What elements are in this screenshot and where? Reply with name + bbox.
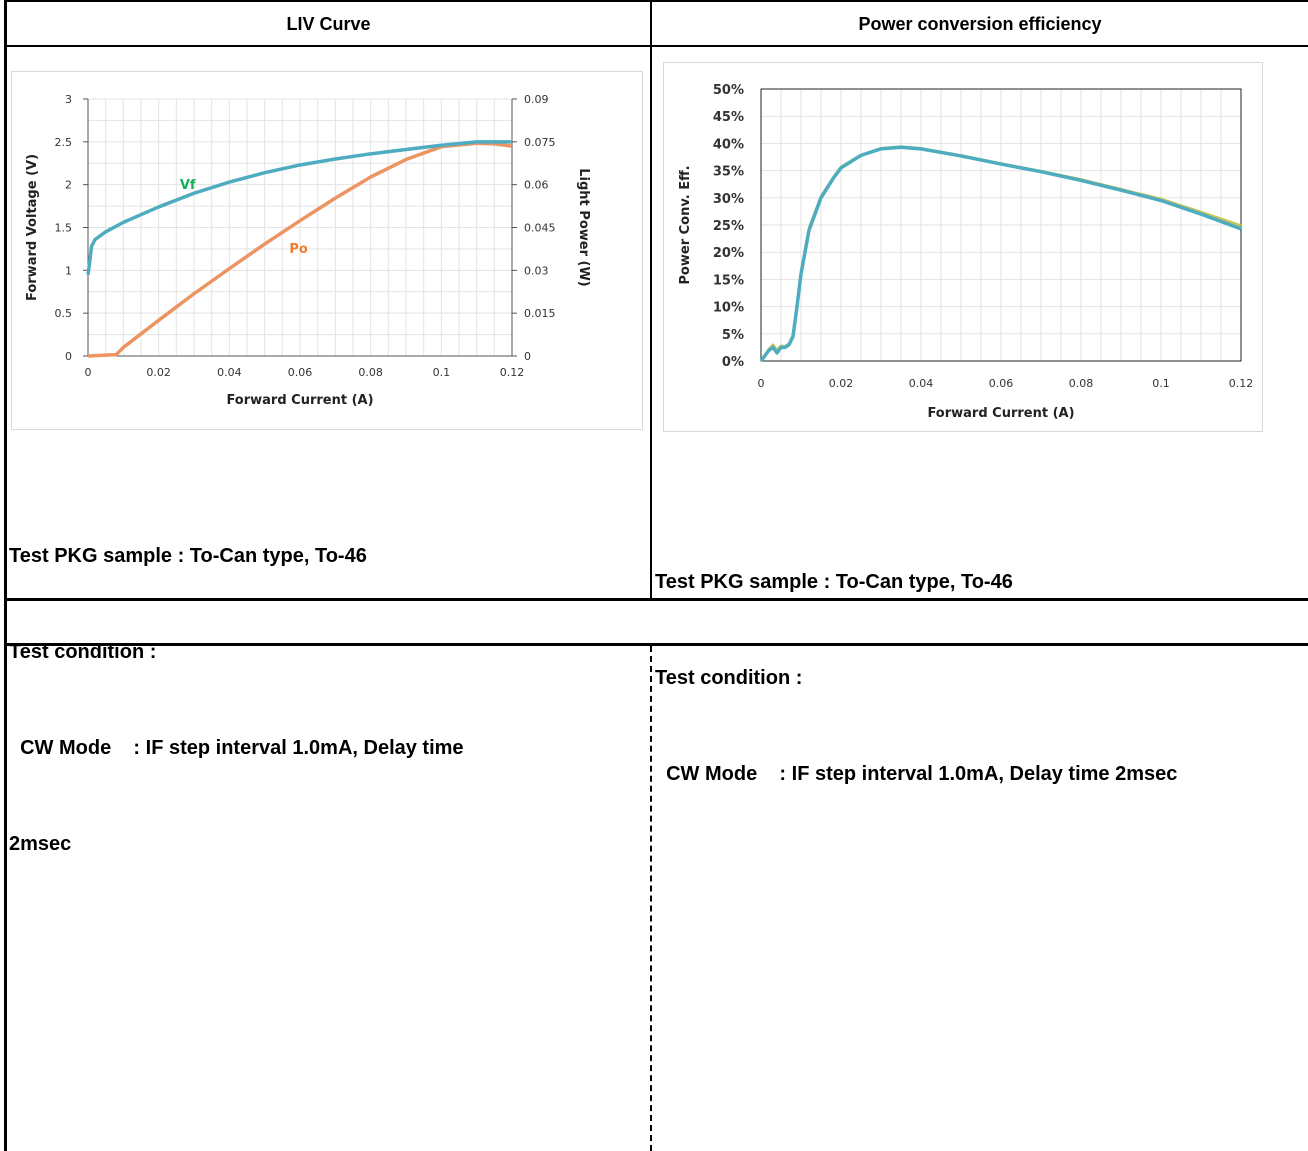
pce-x-tick-label: 0.02 xyxy=(829,377,854,390)
notes-left-line-3: CW Mode : IF step interval 1.0mA, Delay … xyxy=(9,737,464,759)
dashed-divider xyxy=(650,646,652,1151)
pce-y-tick-label: 15% xyxy=(713,273,744,288)
liv-y2-tick-label: 0.075 xyxy=(524,136,556,149)
pce-y-tick-label: 0% xyxy=(722,355,744,370)
liv-x-tick-label: 0.04 xyxy=(217,366,242,379)
pce-y-tick-label: 45% xyxy=(713,110,744,125)
notes-right-line-2: Test condition : xyxy=(655,667,803,689)
liv-y2-tick-label: 0.06 xyxy=(524,179,549,192)
liv-y-tick-label: 3 xyxy=(65,93,72,106)
liv-y-tick-label: 2.5 xyxy=(55,136,73,149)
liv-x-tick-label: 0.06 xyxy=(288,366,313,379)
notes-right-line-3: CW Mode : IF step interval 1.0mA, Delay … xyxy=(655,763,1178,785)
pce-y-tick-label: 35% xyxy=(713,165,744,180)
notes-left-line-1: Test PKG sample : To-Can type, To-46 xyxy=(9,545,367,567)
liv-y2-tick-label: 0 xyxy=(524,350,531,363)
pce-x-tick-label: 0 xyxy=(758,377,765,390)
liv-y-tick-label: 0 xyxy=(65,350,72,363)
notes-left: Test PKG sample : To-Can type, To-46 Tes… xyxy=(9,476,464,892)
liv-x-tick-label: 0.08 xyxy=(358,366,383,379)
pce-x-tick-label: 0.04 xyxy=(909,377,934,390)
pce-y-tick-label: 10% xyxy=(713,301,744,316)
liv-y2-tick-label: 0.015 xyxy=(524,307,556,320)
liv-y2-tick-label: 0.09 xyxy=(524,93,549,106)
pce-y-tick-label: 5% xyxy=(722,328,744,343)
table-left-border xyxy=(4,0,7,1151)
liv-y2-tick-label: 0.03 xyxy=(524,264,549,277)
liv-y-tick-label: 1.5 xyxy=(55,222,73,235)
liv-y-axis-title: Forward Voltage (V) xyxy=(25,154,40,301)
pce-y-axis-title: Power Conv. Eff. xyxy=(678,165,693,284)
pce-x-tick-label: 0.08 xyxy=(1069,377,1094,390)
pce-y-tick-label: 40% xyxy=(713,137,744,152)
pce-series-line xyxy=(759,145,1242,363)
pce-y-tick-label: 20% xyxy=(713,246,744,261)
liv-x-tick-label: 0 xyxy=(85,366,92,379)
pce-chart: 0 0.02 0.04 0.06 0.08 0.1 0.12 0% 5% 10% 15% 20% 25%… xyxy=(663,62,1263,432)
pce-x-tick-label: 0.06 xyxy=(989,377,1014,390)
header-power-conversion-efficiency: Power conversion efficiency xyxy=(858,13,1102,34)
header-liv-curve: LIV Curve xyxy=(286,13,371,34)
po-series-label: Po xyxy=(289,242,308,257)
table-top-border xyxy=(4,0,1308,2)
pce-x-tick-label: 0.12 xyxy=(1229,377,1254,390)
section-divider-1 xyxy=(4,598,1308,601)
vf-series-label: Vf xyxy=(180,178,196,193)
liv-chart-svg: 0 0.02 0.04 0.06 0.08 0.1 0.12 0 0.5 1 1.5 2 2.5 3 0 0.… xyxy=(25,93,591,408)
pce-y-tick-label: 30% xyxy=(713,192,744,207)
pce-y-tick-label: 50% xyxy=(713,83,744,98)
liv-y-tick-label: 2 xyxy=(65,179,72,192)
liv-x-tick-label: 0.02 xyxy=(146,366,171,379)
pce-y-tick-label: 25% xyxy=(713,219,744,234)
pce-chart-svg: 0 0.02 0.04 0.06 0.08 0.1 0.12 0% 5% 10% 15% 20% 25%… xyxy=(678,83,1254,421)
pce-x-tick-label: 0.1 xyxy=(1152,377,1170,390)
table-mid-border xyxy=(650,0,652,600)
liv-y2-axis-title: Light Power (W) xyxy=(576,168,591,287)
vf-series-line xyxy=(86,140,512,275)
notes-right: Test PKG sample : To-Can type, To-46 Tes… xyxy=(655,502,1177,822)
liv-y-tick-label: 0.5 xyxy=(55,307,73,320)
notes-right-line-1: Test PKG sample : To-Can type, To-46 xyxy=(655,571,1013,593)
liv-x-axis-title: Forward Current (A) xyxy=(226,393,373,408)
notes-left-line-2: Test condition : xyxy=(9,641,157,663)
liv-y-tick-label: 1 xyxy=(65,264,72,277)
liv-y2-tick-label: 0.045 xyxy=(524,222,556,235)
section-divider-2 xyxy=(4,643,1308,646)
notes-left-line-4: 2msec xyxy=(9,833,72,855)
liv-x-tick-label: 0.12 xyxy=(500,366,525,379)
pce-x-axis-title: Forward Current (A) xyxy=(927,406,1074,421)
liv-chart: 0 0.02 0.04 0.06 0.08 0.1 0.12 0 0.5 1 1.5 2 2.5 3 0 0.… xyxy=(11,71,643,430)
header-divider xyxy=(4,45,1308,47)
liv-x-tick-label: 0.1 xyxy=(433,366,451,379)
